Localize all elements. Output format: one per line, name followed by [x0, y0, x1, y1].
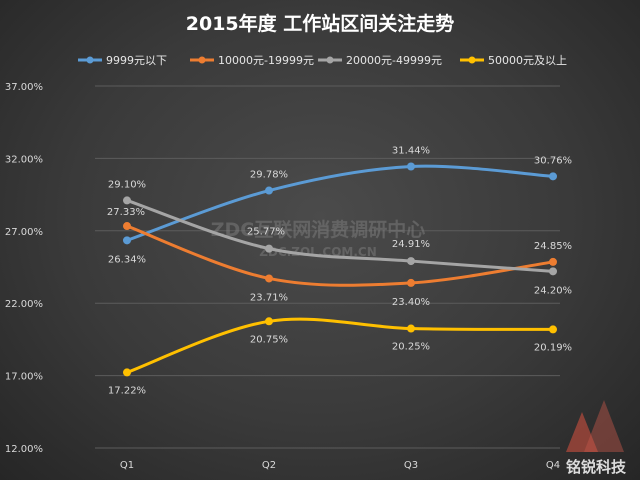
data-point: [123, 368, 131, 377]
data-label: 24.85%: [534, 241, 572, 252]
gridlines: [95, 85, 560, 449]
x-tick-label: Q2: [262, 460, 276, 471]
data-point: [265, 317, 273, 326]
data-point: [123, 196, 131, 205]
data-point: [549, 325, 557, 334]
legend-item: 20000元-49999元: [318, 54, 442, 67]
data-label: 17.22%: [108, 385, 146, 396]
legend-item: 10000元-19999元: [190, 54, 314, 67]
data-label: 25.77%: [247, 227, 285, 238]
series-line: [125, 164, 555, 242]
data-label: 23.71%: [250, 292, 288, 303]
legend-marker: [86, 56, 94, 64]
series-line: [125, 198, 555, 273]
data-label: 31.44%: [392, 146, 430, 157]
data-point: [265, 274, 273, 283]
x-axis: Q1 Q2 Q3 Q4: [120, 460, 560, 471]
watermark-line1: ZDC互联网消费调研中心: [211, 218, 426, 241]
y-tick-label: 32.00%: [5, 154, 43, 165]
data-label: 26.34%: [108, 254, 146, 265]
legend-label: 9999元以下: [106, 54, 167, 67]
data-point: [265, 186, 273, 195]
brand-logo-icon-accent: [584, 400, 624, 452]
data-label: 24.20%: [534, 285, 572, 296]
legend-item: 9999元以下: [78, 54, 167, 67]
brand-text: 铭锐科技: [566, 458, 627, 476]
legend: 9999元以下 10000元-19999元 20000元-49999元 50000元及…: [78, 54, 567, 67]
legend-label: 20000元-49999元: [346, 54, 442, 67]
data-point: [549, 172, 557, 181]
watermark-line2: ZDC.ZOL.COM.CN: [259, 245, 377, 259]
data-label: 20.75%: [250, 334, 288, 345]
data-label: 24.91%: [392, 239, 430, 250]
data-point: [265, 244, 273, 253]
data-point: [407, 257, 415, 266]
y-tick-label: 12.00%: [5, 444, 43, 455]
data-label: 27.33%: [107, 207, 145, 218]
series-line: [125, 317, 555, 374]
y-axis: 12.00% 17.00% 22.00% 27.00% 32.00% 37.00%: [5, 82, 43, 455]
chart-title: 2015年度 工作站区间关注走势: [186, 12, 455, 35]
data-label: 23.40%: [392, 297, 430, 308]
legend-marker: [198, 56, 206, 64]
x-tick-label: Q3: [404, 460, 418, 471]
y-tick-label: 22.00%: [5, 299, 43, 310]
data-point: [549, 257, 557, 266]
data-point: [407, 278, 415, 287]
watermark: ZDC互联网消费调研中心 ZDC.ZOL.COM.CN: [211, 218, 426, 259]
data-label: 29.10%: [108, 179, 146, 190]
data-point: [549, 267, 557, 276]
data-point: [407, 324, 415, 333]
brand-logo-icon: [566, 412, 598, 452]
data-label: 30.76%: [534, 155, 572, 166]
data-label: 20.25%: [392, 342, 430, 353]
legend-marker: [326, 56, 334, 64]
data-labels: 26.34% 29.78% 31.44% 30.76% 27.33% 23.71% 23.4…: [107, 146, 572, 397]
legend-marker: [468, 56, 476, 64]
y-tick-label: 17.00%: [5, 372, 43, 383]
x-tick-label: Q4: [546, 460, 560, 471]
series-group: [123, 162, 557, 377]
data-label: 29.78%: [250, 170, 288, 181]
legend-item: 50000元及以上: [460, 54, 567, 67]
data-point: [407, 162, 415, 171]
y-tick-label: 27.00%: [5, 227, 43, 238]
data-point: [123, 222, 131, 231]
legend-label: 50000元及以上: [488, 54, 567, 67]
legend-label: 10000元-19999元: [218, 54, 314, 67]
brand-logo: 铭锐科技: [566, 400, 627, 476]
data-label: 20.19%: [534, 342, 572, 353]
data-point: [123, 236, 131, 245]
series-line: [125, 224, 555, 287]
y-tick-label: 37.00%: [5, 82, 43, 93]
x-tick-label: Q1: [120, 460, 134, 471]
